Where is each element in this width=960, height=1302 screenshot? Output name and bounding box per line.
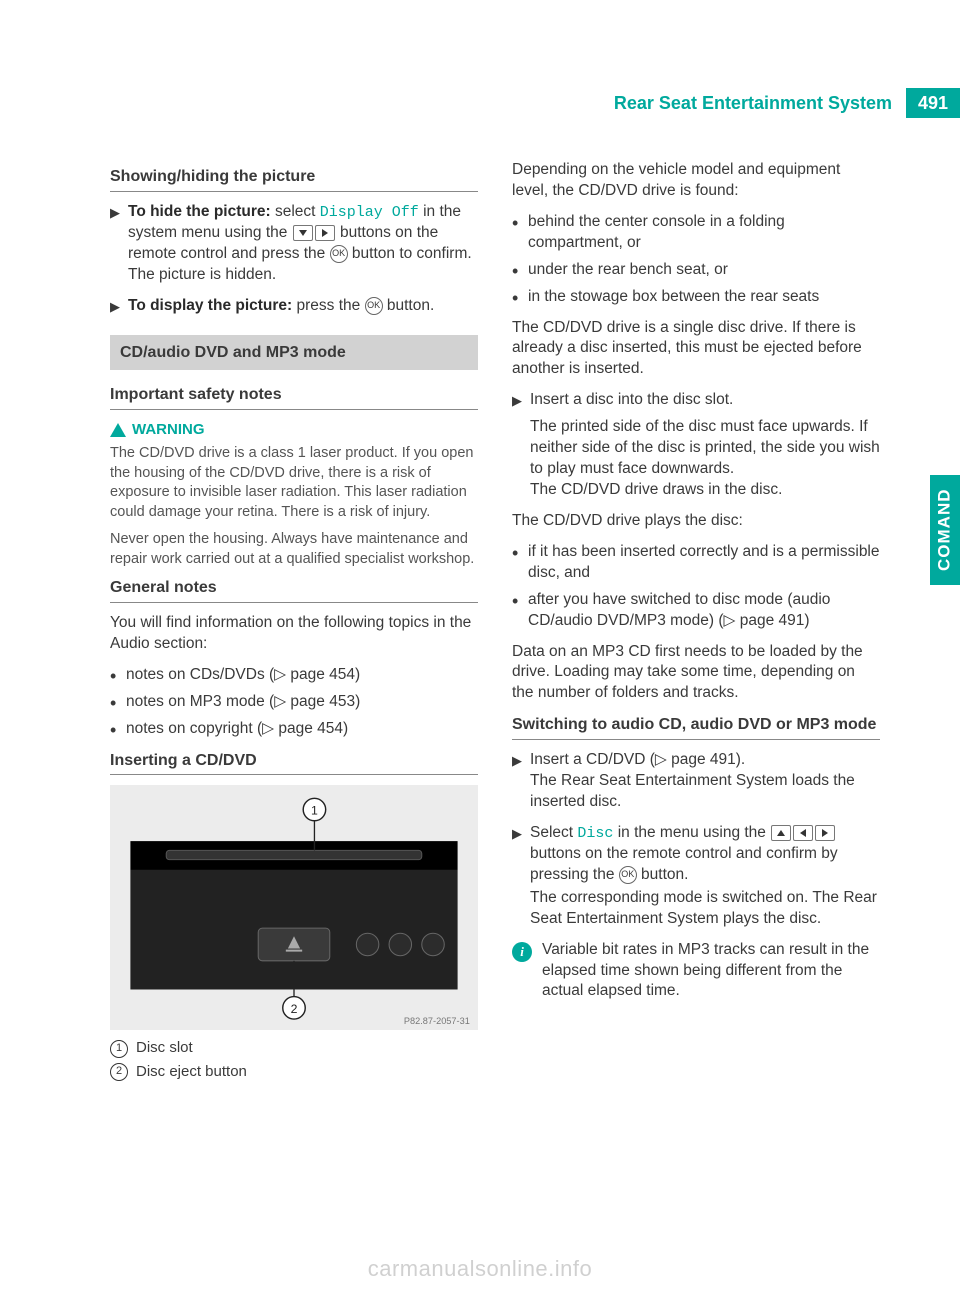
up-key-icon [771, 825, 791, 841]
cd-drive-svg: 1 2 P82.87-2057-31 [110, 785, 478, 1030]
step-body: To display the picture: press the OK but… [128, 296, 478, 317]
bullet-text: notes on CDs/DVDs (▷ page 454) [126, 665, 478, 686]
info-icon: i [512, 942, 532, 962]
legend-num-1: 1 [110, 1040, 128, 1058]
step-marker-icon: ▶ [512, 823, 530, 843]
step-switch-2: ▶ Select Disc in the menu using the butt… [512, 823, 880, 930]
bullet-icon: • [512, 590, 528, 610]
warning-text-2: Never open the housing. Always have main… [110, 530, 478, 569]
page-content: Showing/hiding the picture ▶ To hide the… [0, 0, 960, 1145]
info-text: Variable bit rates in MP3 tracks can res… [542, 940, 880, 1003]
bullet-icon: • [110, 719, 126, 739]
heading-safety: Important safety notes [110, 384, 478, 410]
bullet-text: after you have switched to disc mode (au… [528, 590, 880, 632]
footer-watermark: carmanualsonline.info [368, 1254, 593, 1284]
heading-general: General notes [110, 577, 478, 603]
left-column: Showing/hiding the picture ▶ To hide the… [110, 160, 478, 1085]
plays-bullets: •if it has been inserted correctly and i… [512, 542, 880, 632]
drive-location-intro: Depending on the vehicle model and equip… [512, 160, 880, 202]
legend-1: 1 Disc slot [110, 1038, 478, 1058]
warning-heading: WARNING [110, 420, 478, 440]
warning-text-1: The CD/DVD drive is a class 1 laser prod… [110, 444, 478, 522]
bullet-icon: • [512, 287, 528, 307]
step-insert-disc: ▶ Insert a disc into the disc slot. The … [512, 390, 880, 501]
bullet-text: notes on copyright (▷ page 454) [126, 719, 478, 740]
step-body: Insert a CD/DVD (▷ page 491). The Rear S… [530, 750, 880, 813]
svg-text:2: 2 [291, 1002, 298, 1016]
right-key-icon [815, 825, 835, 841]
heading-show-hide: Showing/hiding the picture [110, 166, 478, 192]
right-column: Depending on the vehicle model and equip… [512, 160, 880, 1085]
step-lead: To hide the picture: [128, 203, 271, 220]
right-key-icon [315, 225, 335, 241]
ok-button-icon: OK [619, 866, 637, 884]
code-disc: Disc [577, 825, 613, 842]
ok-button-icon: OK [365, 297, 383, 315]
step-marker-icon: ▶ [512, 750, 530, 770]
svg-text:1: 1 [311, 804, 318, 818]
legend-text-1: Disc slot [136, 1038, 193, 1058]
bullet-text: in the stowage box between the rear seat… [528, 287, 880, 308]
step-result: The picture is hidden. [128, 265, 478, 286]
general-bullets: •notes on CDs/DVDs (▷ page 454) •notes o… [110, 665, 478, 740]
ok-button-icon: OK [330, 245, 348, 263]
general-intro: You will find information on the followi… [110, 613, 478, 655]
bullet-icon: • [110, 665, 126, 685]
bullet-text: notes on MP3 mode (▷ page 453) [126, 692, 478, 713]
step-lead: To display the picture: [128, 297, 292, 314]
heading-switching: Switching to audio CD, audio DVD or MP3 … [512, 714, 880, 740]
legend-text-2: Disc eject button [136, 1062, 247, 1082]
heading-inserting: Inserting a CD/DVD [110, 750, 478, 776]
legend-2: 2 Disc eject button [110, 1062, 478, 1082]
step-body: Select Disc in the menu using the button… [530, 823, 880, 930]
step-marker-icon: ▶ [110, 202, 128, 222]
down-key-icon [293, 225, 313, 241]
section-cd-audio: CD/audio DVD and MP3 mode [110, 335, 478, 371]
bullet-text: under the rear bench seat, or [528, 260, 880, 281]
warning-label: WARNING [132, 420, 205, 440]
plays-intro: The CD/DVD drive plays the disc: [512, 511, 880, 532]
cd-drive-figure: 1 2 P82.87-2057-31 [110, 785, 478, 1030]
bullet-text: if it has been inserted correctly and is… [528, 542, 880, 584]
single-disc-para: The CD/DVD drive is a single disc drive.… [512, 318, 880, 381]
info-note: i Variable bit rates in MP3 tracks can r… [512, 940, 880, 1003]
legend-num-2: 2 [110, 1063, 128, 1081]
step-switch-1: ▶ Insert a CD/DVD (▷ page 491). The Rear… [512, 750, 880, 813]
bullet-icon: • [512, 260, 528, 280]
step-marker-icon: ▶ [512, 390, 530, 410]
location-bullets: •behind the center console in a folding … [512, 212, 880, 308]
code-display-off: Display Off [320, 204, 419, 221]
step-body: To hide the picture: select Display Off … [128, 202, 478, 286]
bullet-icon: • [512, 212, 528, 232]
step-body: Insert a disc into the disc slot. The pr… [530, 390, 880, 501]
warning-triangle-icon [110, 423, 126, 437]
left-key-icon [793, 825, 813, 841]
figure-code: P82.87-2057-31 [404, 1016, 470, 1026]
mp3-loading-para: Data on an MP3 CD first needs to be load… [512, 642, 880, 705]
step-display-picture: ▶ To display the picture: press the OK b… [110, 296, 478, 317]
step-hide-picture: ▶ To hide the picture: select Display Of… [110, 202, 478, 286]
bullet-icon: • [512, 542, 528, 562]
step-marker-icon: ▶ [110, 296, 128, 316]
bullet-icon: • [110, 692, 126, 712]
bullet-text: behind the center console in a folding c… [528, 212, 880, 254]
